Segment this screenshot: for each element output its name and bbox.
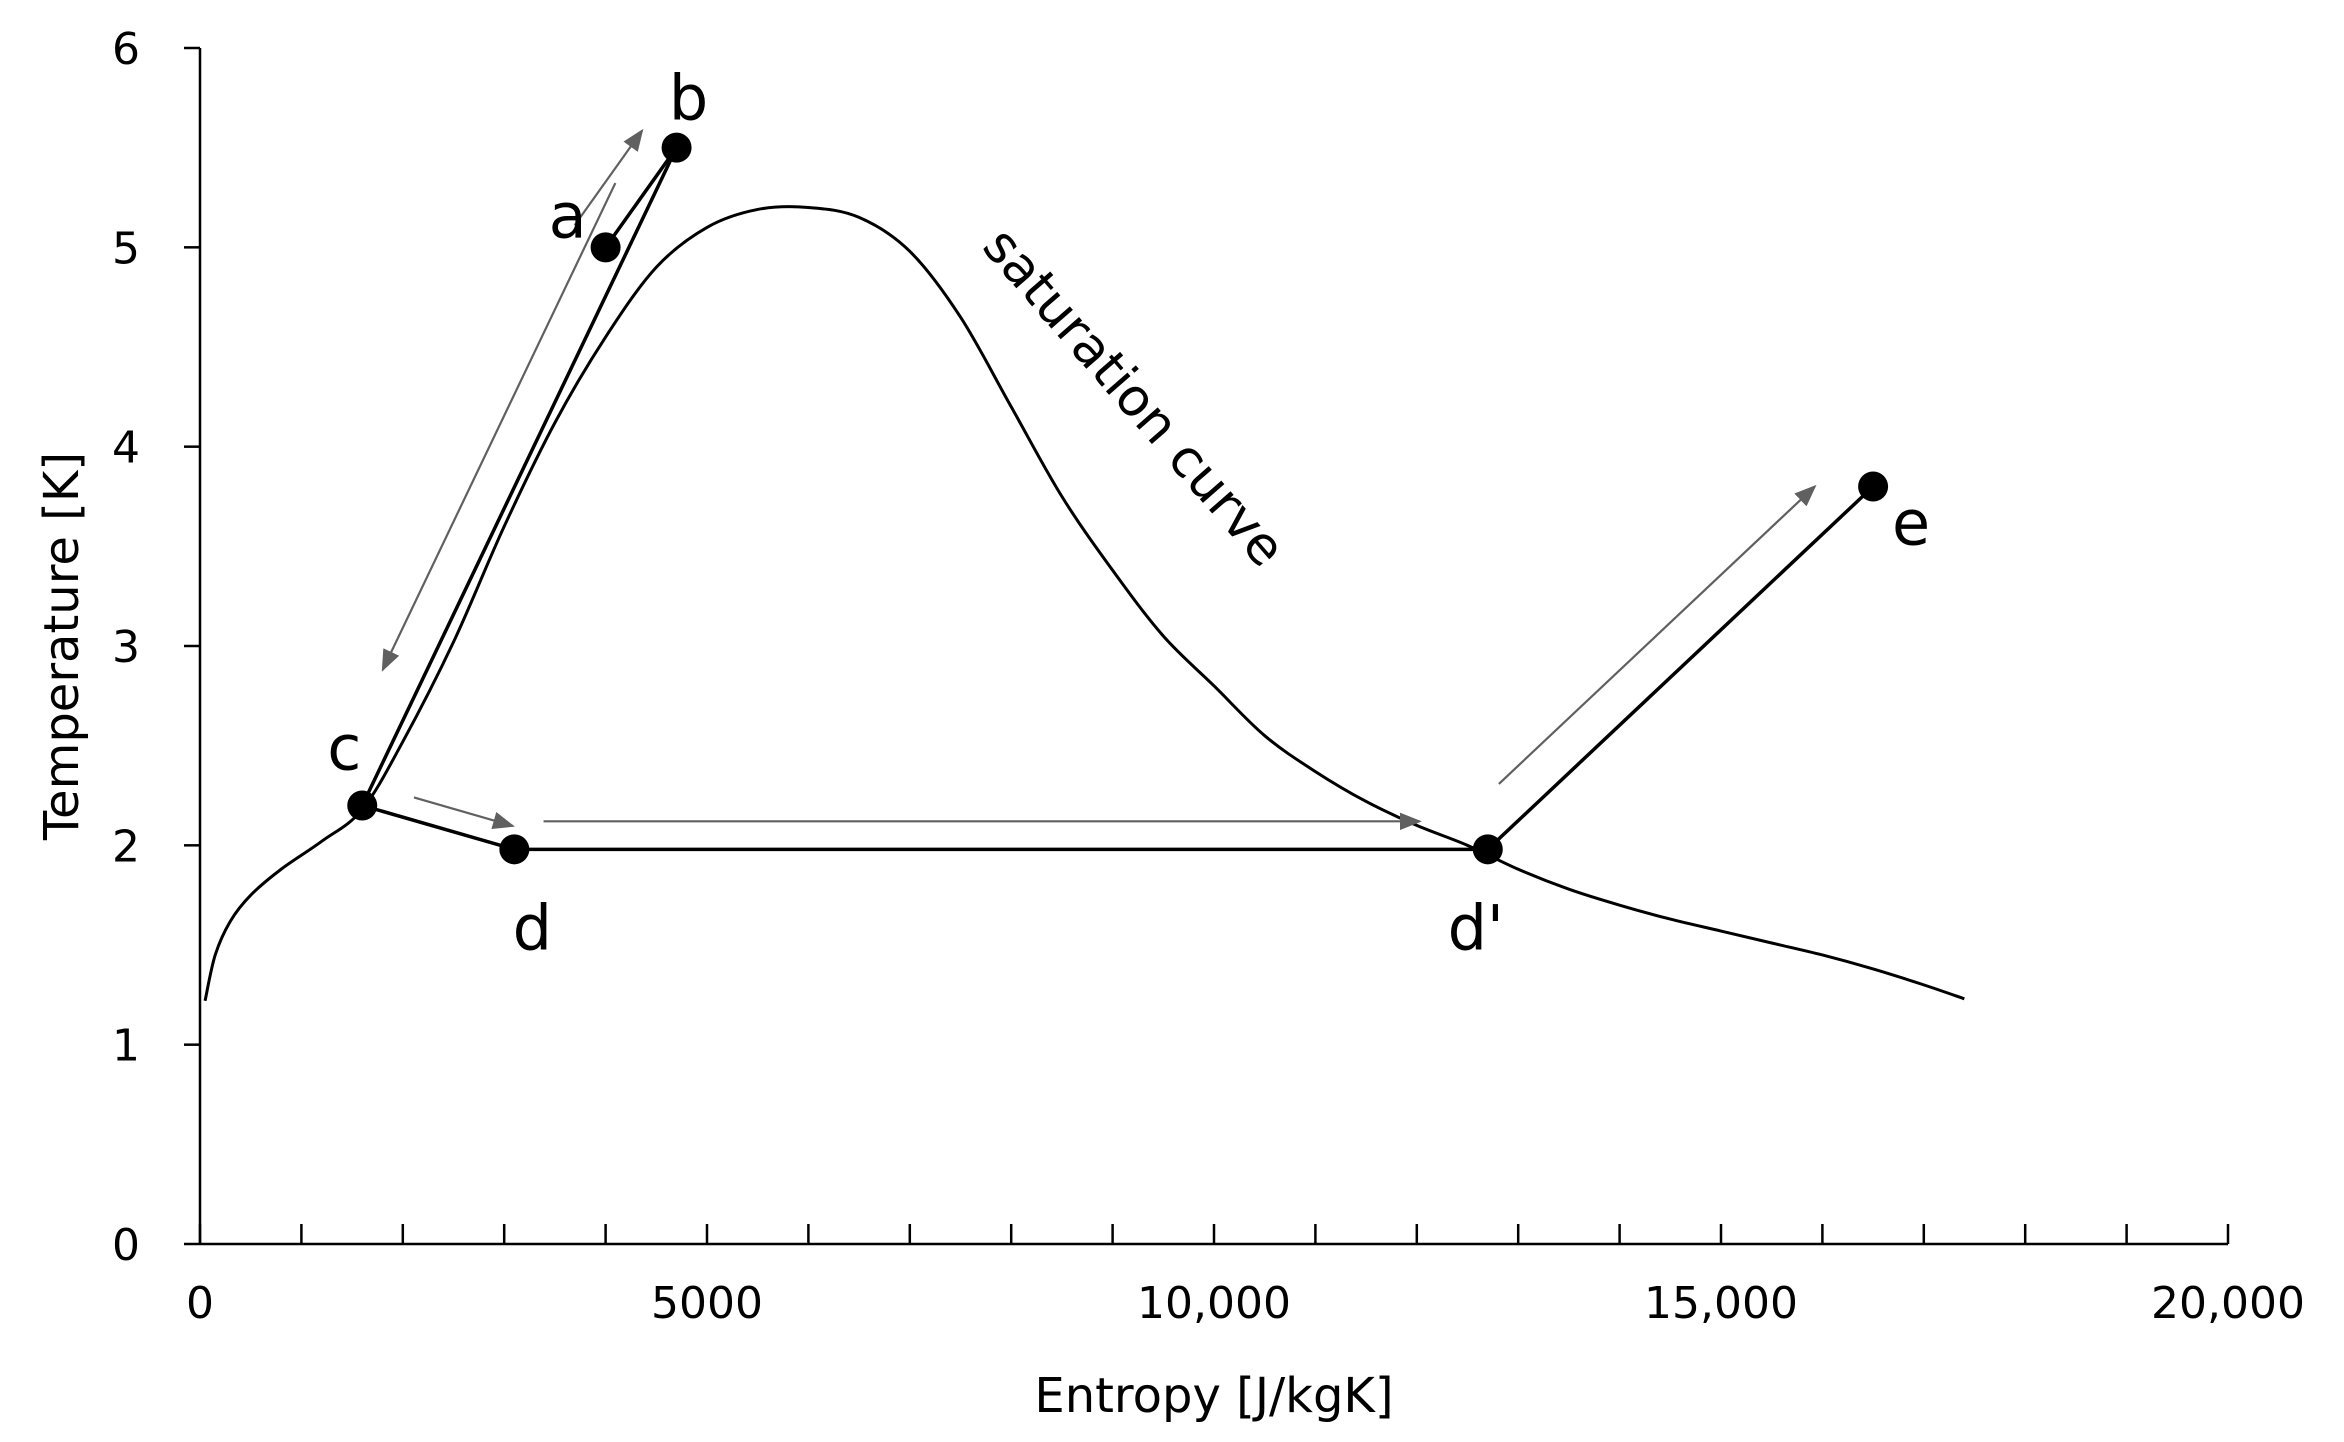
process-arrow bbox=[413, 796, 515, 829]
saturation-curve bbox=[203, 205, 1965, 1002]
y-tick-label: 0 bbox=[112, 1220, 140, 1271]
y-tick-label: 5 bbox=[112, 223, 140, 274]
state-point bbox=[347, 790, 378, 821]
state-point bbox=[590, 232, 621, 263]
process-arrow bbox=[573, 128, 644, 226]
process-path-group bbox=[360, 146, 1875, 852]
x-tick-label: 10,000 bbox=[1137, 1278, 1291, 1329]
state-point bbox=[1472, 834, 1503, 865]
state-point bbox=[661, 132, 692, 163]
state-point bbox=[499, 834, 530, 865]
process-segment bbox=[1486, 485, 1875, 851]
process-segment bbox=[604, 146, 679, 249]
state-point-label: a bbox=[549, 179, 587, 252]
process-arrow bbox=[381, 182, 617, 672]
y-tick-label: 4 bbox=[112, 423, 140, 474]
saturation-curve-group bbox=[203, 205, 1965, 1002]
process-segment bbox=[360, 146, 679, 807]
axes: 0 5000 10,000 15,000 20,000 0 1 2 3 4 5 6 bbox=[112, 24, 2305, 1329]
y-axis-title: Temperature [K] bbox=[34, 452, 90, 841]
saturation-curve-label: saturation curve bbox=[971, 216, 1297, 578]
y-tick-label: 6 bbox=[112, 24, 140, 75]
state-point-label: c bbox=[327, 711, 361, 784]
labels-group: a b c d d' e bbox=[327, 62, 1930, 965]
process-arrow bbox=[1498, 484, 1817, 785]
state-point-label: e bbox=[1892, 487, 1930, 560]
x-tick-label: 0 bbox=[186, 1278, 214, 1329]
state-points-group bbox=[347, 132, 1889, 865]
state-point-label: d' bbox=[1448, 891, 1504, 964]
process-arrows-group bbox=[381, 128, 1817, 831]
x-tick-label: 5000 bbox=[651, 1278, 763, 1329]
process-segment bbox=[361, 803, 515, 852]
x-axis-title: Entropy [J/kgK] bbox=[1034, 1368, 1393, 1424]
state-point bbox=[1858, 471, 1889, 502]
x-tick-label: 15,000 bbox=[1644, 1278, 1798, 1329]
state-point-label: b bbox=[669, 62, 708, 135]
state-point-label: d bbox=[513, 891, 552, 964]
y-tick-label: 1 bbox=[112, 1021, 140, 1072]
y-tick-label: 2 bbox=[112, 821, 140, 872]
y-tick-label: 3 bbox=[112, 622, 140, 673]
x-tick-label: 20,000 bbox=[2151, 1278, 2305, 1329]
